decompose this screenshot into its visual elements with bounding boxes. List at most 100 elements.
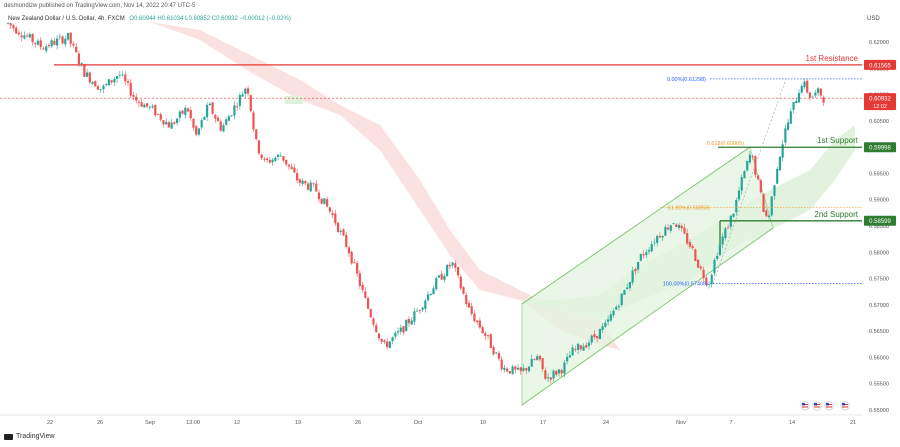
x-tick-label: 24 [603, 420, 609, 426]
candle-body [560, 369, 563, 374]
candle-body [770, 196, 773, 216]
candle-body [203, 116, 206, 120]
candle-body [661, 235, 664, 238]
candle-body [634, 268, 637, 272]
candle-body [784, 128, 787, 143]
candle-body [364, 291, 367, 298]
candle-body [800, 86, 803, 93]
candle-body [696, 259, 700, 268]
candle-body [705, 277, 708, 285]
candle-body [260, 154, 263, 159]
candle-body [732, 213, 735, 217]
candle-body [271, 159, 274, 163]
candle-body [410, 320, 413, 325]
fib-100-label: 100.00%(0.57406) [663, 282, 708, 288]
candle-body [75, 46, 78, 53]
candle-body [118, 74, 121, 76]
candle-body [99, 89, 102, 90]
candle-body [686, 233, 689, 244]
candle-body [688, 242, 692, 247]
candle-body [470, 306, 473, 314]
candle-body [306, 183, 310, 190]
candle-body [647, 250, 651, 252]
candle-body [28, 34, 31, 38]
candle-body [121, 74, 124, 76]
candle-body [549, 377, 552, 380]
candle-body [208, 103, 211, 106]
candle-body [596, 335, 599, 339]
candle-body [538, 355, 541, 360]
candle-body [287, 164, 291, 167]
candle-body [257, 140, 261, 154]
candle-body [724, 228, 727, 238]
candle-body [9, 23, 12, 26]
candle-body [47, 44, 51, 47]
tradingview-logo-icon [4, 433, 13, 440]
candle-body [609, 314, 612, 321]
candle-body [266, 158, 269, 160]
candle-body [233, 105, 236, 116]
candle-body [42, 48, 45, 50]
candle-body [557, 369, 561, 374]
candle-body [241, 94, 244, 97]
candle-body [626, 287, 629, 290]
candle-body [167, 122, 171, 128]
candle-body [590, 335, 593, 343]
candle-body [137, 101, 141, 103]
candle-body [604, 322, 607, 327]
candle-body [631, 270, 634, 283]
y-tick-label: 0.59000 [869, 198, 889, 204]
candle-body [552, 370, 555, 379]
us-flag-stripe [802, 406, 808, 408]
candle-body [587, 342, 591, 346]
candle-body [707, 284, 711, 285]
x-tick-label: 19 [295, 420, 301, 426]
ohlc-values: O0.60944 H0.61034 L0.60852 C0.60932 −0.0… [129, 16, 291, 22]
candle-body [184, 107, 187, 115]
candle-body [244, 88, 247, 94]
candle-body [50, 40, 53, 47]
candle-body [116, 76, 119, 79]
candle-body [380, 338, 383, 342]
candle-body [506, 368, 509, 372]
candle-body [407, 319, 411, 324]
candle-body [776, 168, 779, 184]
candle-body [399, 327, 402, 332]
candle-body [563, 362, 566, 374]
x-tick-label: 22 [47, 420, 53, 426]
candle-body [173, 122, 176, 124]
candle-body [606, 319, 610, 322]
candle-body [200, 120, 203, 128]
candle-body [339, 230, 342, 232]
current-price-tag: 0.60932 [869, 97, 891, 103]
candle-body [759, 180, 762, 193]
candle-body [792, 102, 795, 110]
candle-body [170, 122, 173, 129]
candle-body [53, 40, 56, 45]
candle-body [459, 276, 462, 289]
axes: 0.620000.615000.610000.605000.600000.595… [0, 40, 896, 426]
candle-body [636, 261, 640, 270]
current-price-tag-bg [864, 93, 896, 111]
candle-body [216, 117, 220, 122]
candle-body [751, 156, 754, 157]
y-tick-label: 0.60500 [869, 119, 889, 125]
y-tick-label: 0.57500 [869, 277, 889, 283]
channel-lower-line [521, 227, 774, 406]
candle-body [500, 359, 503, 370]
candle-body [522, 368, 525, 371]
candle-body [478, 320, 481, 328]
candle-body [795, 100, 798, 104]
candle-body [746, 161, 749, 171]
candle-body [735, 199, 738, 213]
candle-body [61, 36, 64, 44]
candle-body [615, 306, 618, 310]
candle-body [514, 366, 517, 370]
candle-body [576, 343, 580, 351]
candle-body [154, 105, 157, 116]
candle-body [12, 25, 15, 29]
candle-body [91, 82, 94, 84]
candle-body [195, 126, 198, 135]
candle-body [279, 155, 282, 157]
